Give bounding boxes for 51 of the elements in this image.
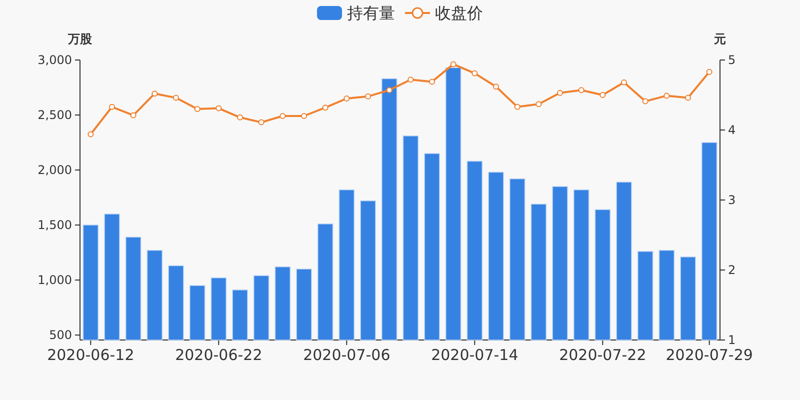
point — [88, 131, 94, 138]
x-tick-label: 2020-07-06 — [303, 346, 390, 364]
y2-tick-label: 5 — [728, 53, 736, 67]
point — [472, 70, 478, 76]
point — [685, 94, 691, 101]
y2-tick-label: 1 — [728, 333, 736, 347]
point — [514, 104, 520, 110]
point — [216, 105, 222, 112]
point — [600, 92, 606, 98]
point — [301, 113, 307, 119]
point — [258, 119, 264, 126]
point — [408, 76, 414, 83]
point — [365, 93, 371, 100]
point — [493, 84, 499, 90]
y-tick-label: 2,500 — [38, 108, 72, 122]
legend-label: 收盘价 — [435, 4, 483, 22]
point — [322, 104, 328, 111]
y2-tick-label: 2 — [728, 263, 736, 277]
point — [557, 90, 563, 96]
y2-tick-label: 4 — [728, 123, 736, 137]
point — [642, 98, 648, 104]
point — [130, 112, 136, 118]
legend-label: 持有量 — [347, 4, 395, 22]
point — [578, 87, 584, 94]
y-tick-label: 500 — [49, 328, 72, 342]
point — [344, 96, 350, 102]
x-tick-label: 2020-06-22 — [175, 346, 262, 364]
y-axis-title: 万股 — [67, 32, 93, 46]
point — [173, 94, 179, 101]
point — [621, 79, 627, 86]
point — [664, 92, 670, 99]
x-tick-label: 2020-07-14 — [431, 346, 518, 364]
y-tick-label: 2,000 — [38, 163, 72, 178]
y-tick-label: 1,000 — [38, 273, 72, 288]
x-tick-label: 2020-06-12 — [47, 346, 134, 364]
point — [429, 78, 435, 85]
point — [386, 87, 392, 94]
point — [152, 90, 158, 97]
x-tick-label: 2020-07-22 — [559, 346, 646, 364]
point — [450, 61, 456, 68]
point — [237, 114, 243, 120]
point — [280, 113, 286, 119]
point — [536, 101, 542, 108]
point — [194, 106, 200, 112]
y-tick-label: 3,000 — [38, 53, 72, 67]
x-tick-label: 2020-07-29 — [666, 346, 753, 364]
y2-axis-title: 元 — [713, 32, 726, 46]
point — [109, 104, 115, 110]
point — [706, 68, 712, 75]
y2-tick-label: 3 — [728, 193, 736, 207]
y-tick-label: 1,500 — [38, 218, 72, 232]
